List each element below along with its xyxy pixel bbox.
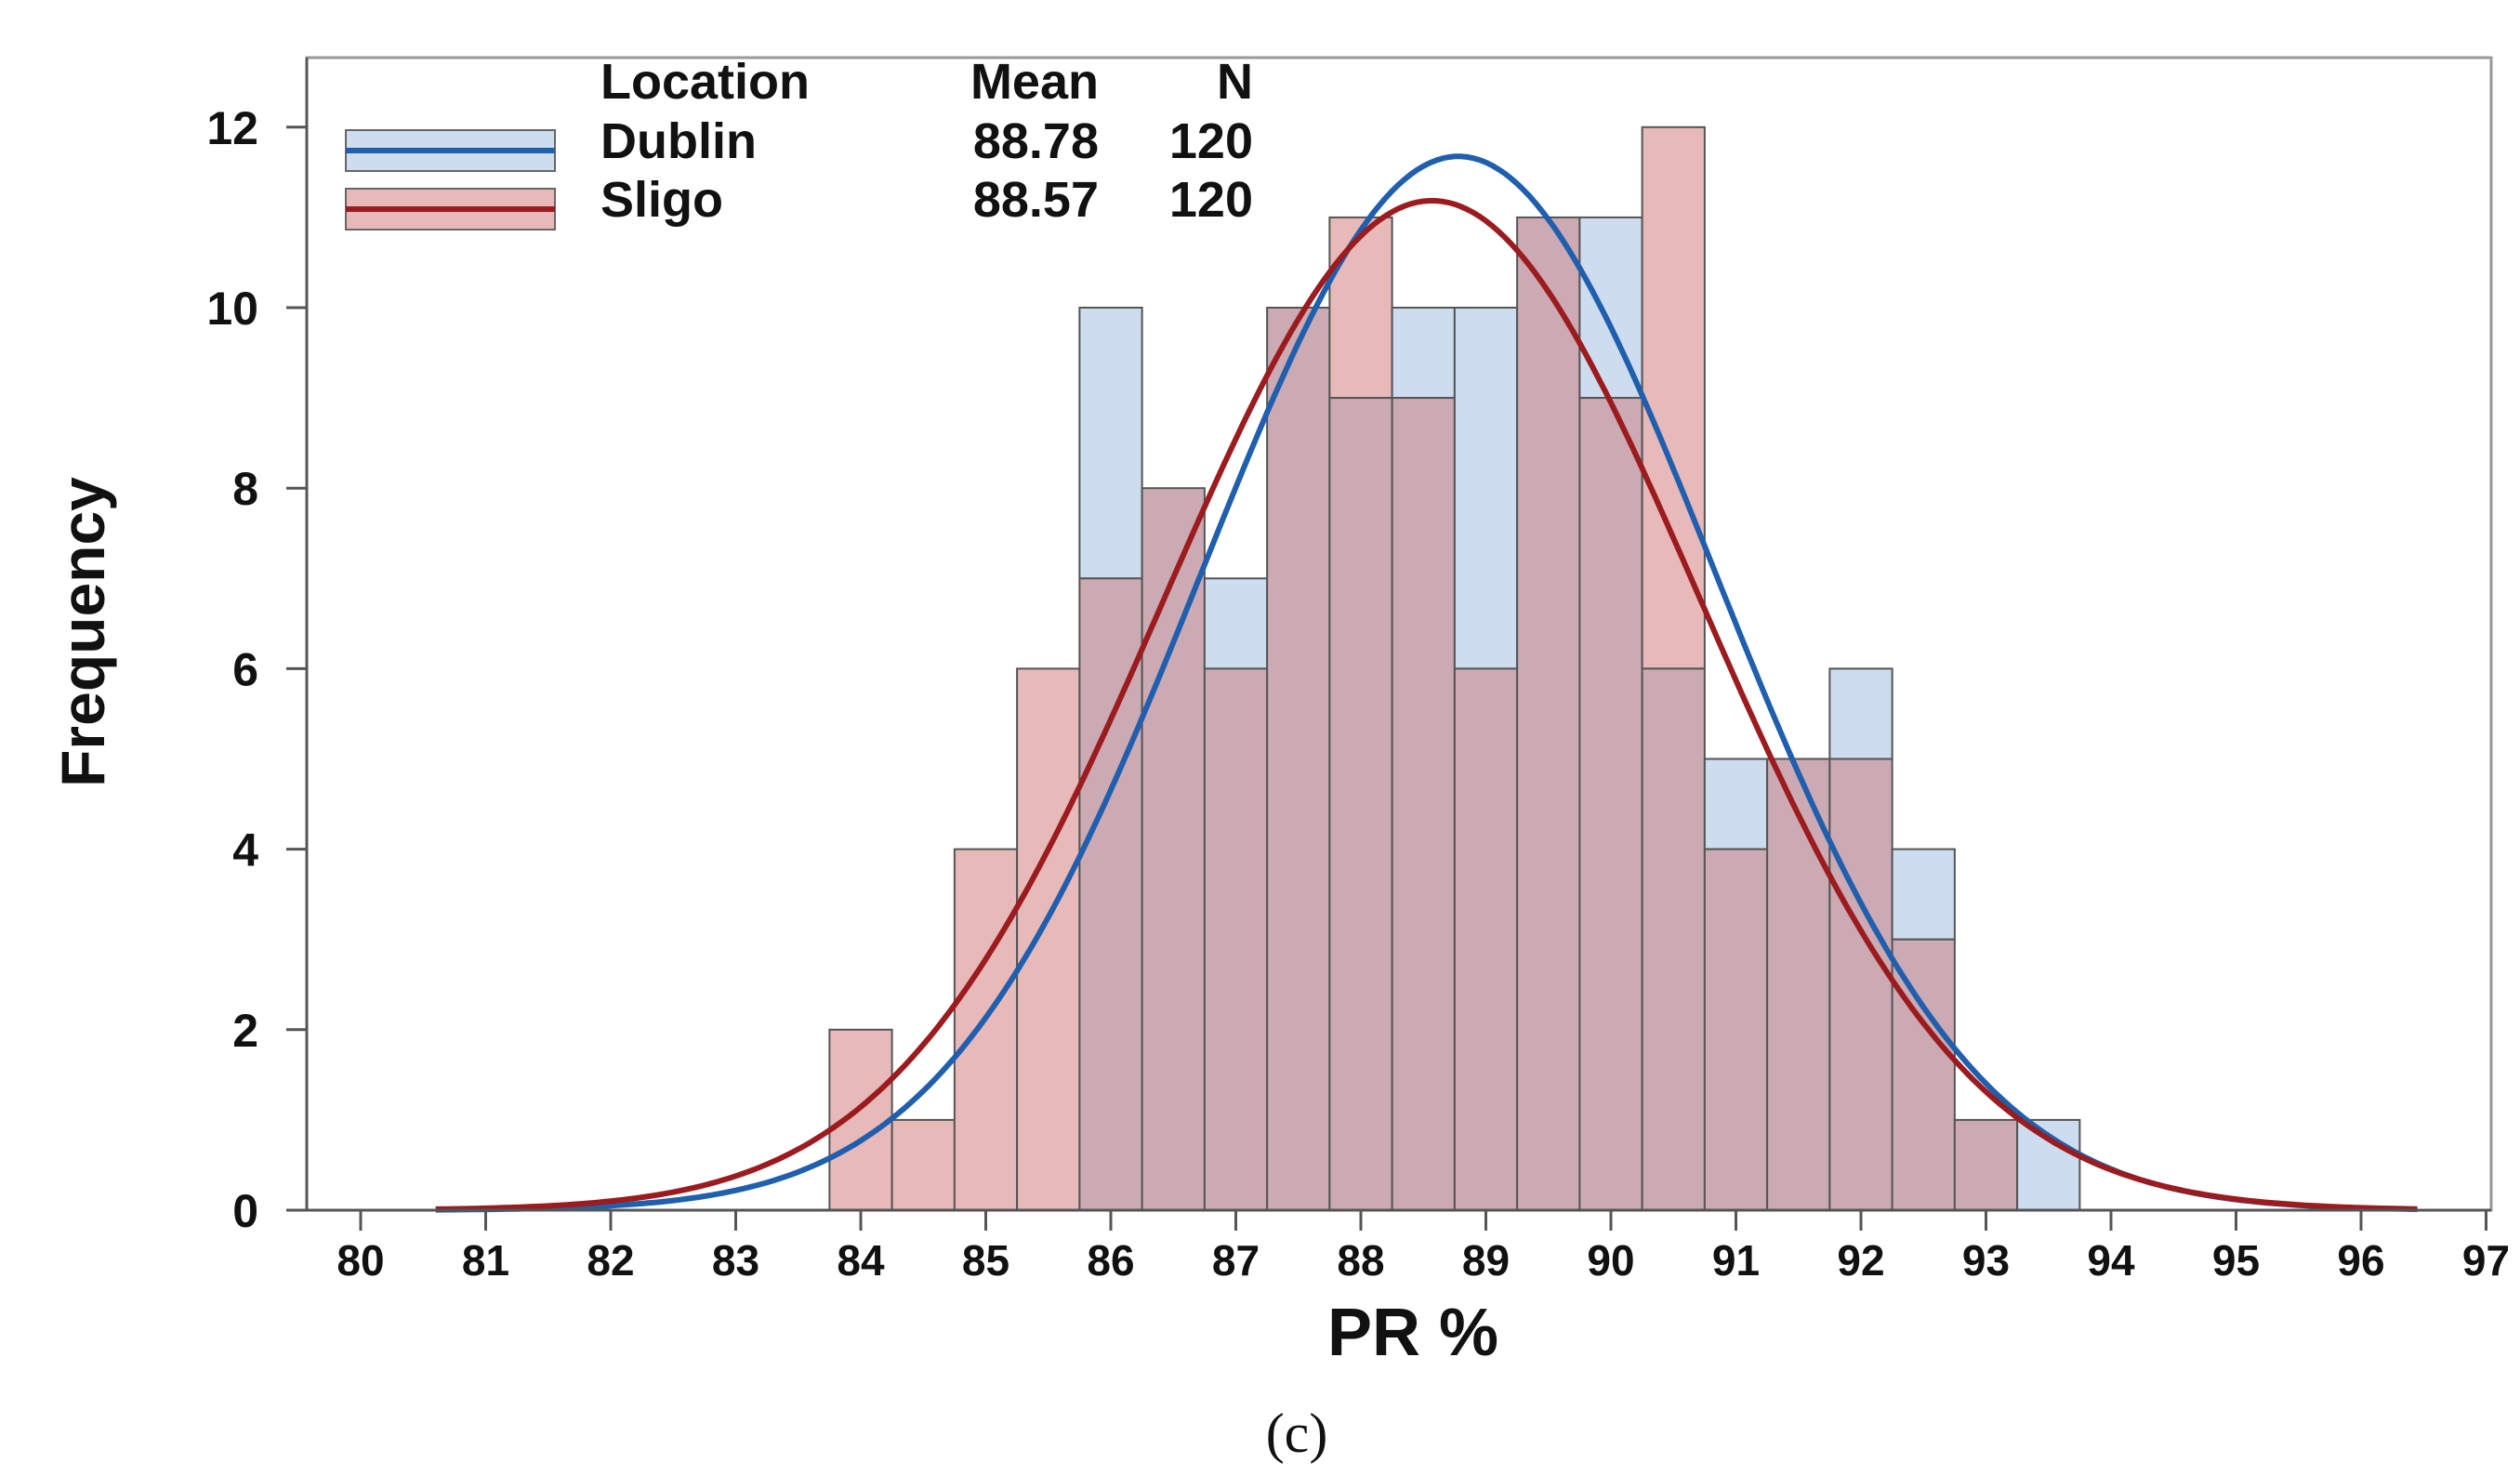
bar-dublin — [1828, 667, 1893, 760]
x-tick-label: 87 — [1212, 1236, 1260, 1285]
x-tick-label: 97 — [2462, 1236, 2510, 1285]
x-tick-label: 81 — [462, 1236, 509, 1285]
x-tick-label: 91 — [1712, 1236, 1760, 1285]
legend-header-location: Location — [600, 54, 810, 110]
y-tick-label: 10 — [206, 283, 258, 335]
bar-overlap — [1641, 667, 1706, 1211]
bar-overlap — [1828, 758, 1893, 1211]
x-tick-label: 82 — [587, 1236, 634, 1285]
fit-curve-sligo — [435, 198, 2418, 1212]
bar-overlap — [1578, 397, 1643, 1212]
bar-overlap — [1203, 667, 1269, 1211]
y-axis-title: Frequency — [48, 477, 117, 787]
legend-mean-dublin: 88.78 — [973, 113, 1099, 169]
x-tick-label: 85 — [962, 1236, 1009, 1285]
y-ticks: 0 2 4 6 8 10 12 — [206, 102, 307, 1237]
x-tick-label: 80 — [336, 1236, 384, 1285]
bar-overlap — [1766, 758, 1831, 1211]
x-tick-label: 90 — [1587, 1236, 1634, 1285]
x-tick-label: 94 — [2087, 1236, 2135, 1285]
x-tick-label: 92 — [1837, 1236, 1884, 1285]
figure-caption: (c) — [1266, 1403, 1328, 1464]
bar-dublin — [1203, 577, 1269, 670]
bar-dublin — [1453, 307, 1519, 670]
x-tick-label: 95 — [2212, 1236, 2260, 1285]
legend-label-dublin: Dublin — [600, 113, 757, 169]
bar-overlap — [1953, 1118, 2019, 1212]
legend-label-sligo: Sligo — [600, 172, 723, 228]
bar-sligo — [828, 1028, 893, 1212]
y-tick-label: 0 — [232, 1185, 258, 1237]
x-tick-label: 88 — [1337, 1236, 1384, 1285]
y-tick-label: 4 — [232, 824, 258, 876]
bar-overlap — [1266, 307, 1331, 1211]
bar-sligo — [1328, 216, 1393, 400]
y-tick-label: 2 — [232, 1005, 258, 1057]
legend: Location Mean N Dublin 88.78 120 Sligo 8… — [345, 54, 1253, 231]
bar-overlap — [1703, 848, 1769, 1211]
x-tick-label: 96 — [2337, 1236, 2384, 1285]
bar-sligo — [1641, 125, 1706, 670]
bar-overlap — [1141, 487, 1206, 1211]
y-tick-label: 6 — [232, 643, 258, 695]
bar-dublin — [1078, 307, 1143, 580]
legend-mean-sligo: 88.57 — [973, 172, 1099, 228]
x-tick-label: 83 — [712, 1236, 759, 1285]
x-tick-label: 93 — [1962, 1236, 2010, 1285]
bar-overlap — [1328, 397, 1393, 1212]
bar-overlap — [1891, 938, 1956, 1211]
y-tick-label: 8 — [232, 463, 258, 515]
x-tick-label: 86 — [1087, 1236, 1134, 1285]
x-axis-title: PR % — [1327, 1296, 1498, 1370]
legend-header-mean: Mean — [970, 54, 1099, 110]
bar-dublin — [1891, 848, 1956, 941]
curves-layer — [435, 153, 2418, 1213]
legend-header-n: N — [1217, 54, 1253, 110]
bar-dublin — [1703, 758, 1769, 850]
x-tick-label: 89 — [1462, 1236, 1510, 1285]
x-ticks: 80 81 82 83 84 85 86 87 88 89 90 91 92 93 94 95 96 97 — [336, 1210, 2510, 1285]
bar-sligo — [953, 848, 1019, 1211]
x-tick-label: 84 — [837, 1236, 885, 1285]
bar-overlap — [1516, 216, 1581, 1211]
bar-overlap — [1391, 397, 1456, 1212]
bar-overlap — [1453, 667, 1519, 1211]
bars-layer — [828, 125, 2081, 1212]
bar-sligo — [891, 1118, 956, 1212]
bar-dublin — [1391, 307, 1456, 400]
y-tick-label: 12 — [206, 102, 258, 154]
legend-n-dublin: 120 — [1169, 113, 1253, 169]
legend-n-sligo: 120 — [1169, 172, 1253, 228]
bar-sligo — [1016, 667, 1081, 1211]
